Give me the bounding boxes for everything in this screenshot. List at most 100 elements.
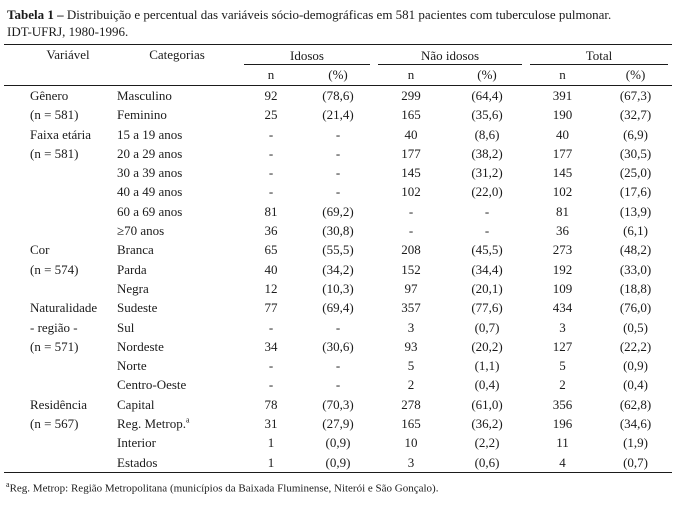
cell-variavel <box>4 182 114 201</box>
cell-total-n: 434 <box>552 300 573 316</box>
cell-nao-idosos-pct: (38,2) <box>471 145 503 161</box>
cell-idosos-n: 40 <box>264 261 278 277</box>
cell-nao-idosos-n: 177 <box>401 145 421 161</box>
cell-total-pct: (48,2) <box>619 242 652 258</box>
cell-idosos-pct: (34,2) <box>322 261 354 277</box>
cell-total-pct: (0,7) <box>623 454 648 470</box>
cell-total-pct: (25,0) <box>619 165 652 181</box>
cell-nao-idosos-pct: (35,6) <box>471 107 503 123</box>
cell-total-pct: (22,2) <box>619 338 652 354</box>
cell-total-n: 5 <box>559 358 566 374</box>
cell-total-pct: (33,0) <box>619 261 652 277</box>
footnote-marker: a <box>6 479 10 489</box>
cell-idosos-n: - <box>268 126 274 142</box>
cell-categoria: Sul <box>114 318 240 337</box>
cell-total-n: 4 <box>559 454 566 470</box>
cell-idosos-pct: - <box>335 165 341 181</box>
cell-variavel: Gênero <box>30 88 69 103</box>
cell-nao-idosos-pct: (64,4) <box>471 88 503 103</box>
cell-categoria-superscript: a <box>185 415 190 425</box>
cell-idosos-pct: (0,9) <box>325 435 351 451</box>
table-caption-number: Tabela 1 – <box>7 7 64 22</box>
cell-idosos-n: - <box>268 145 274 161</box>
cell-nao-idosos-pct: (61,0) <box>471 396 503 412</box>
cell-total-n: 11 <box>556 435 569 451</box>
cell-nao-idosos-pct: - <box>484 203 490 219</box>
table-row: (n = 581) Feminino 25 (21,4) 165 (35,6) … <box>4 105 672 124</box>
cell-variavel <box>4 453 114 473</box>
cell-variavel <box>4 356 114 375</box>
cell-categoria: 20 a 29 anos <box>114 144 240 163</box>
subheader-total-n: n <box>526 65 600 86</box>
cell-nao-idosos-pct: (8,6) <box>474 126 500 142</box>
cell-idosos-pct: (27,9) <box>322 416 354 432</box>
paper-table-page: Tabela 1 – Distribuição e percentual das… <box>0 6 676 505</box>
cell-total-n: 356 <box>552 396 573 412</box>
footnote-text: Reg. Metrop: Região Metropolitana (munic… <box>9 482 439 495</box>
cell-nao-idosos-n: 152 <box>401 261 421 277</box>
cell-categoria-text: ≥70 anos <box>117 223 165 239</box>
col-group-idosos: Idosos <box>240 45 374 65</box>
cell-categoria: 40 a 49 anos <box>114 182 240 201</box>
cell-total-pct: (32,7) <box>619 107 652 123</box>
cell-nao-idosos-n: 208 <box>401 242 421 258</box>
cell-variavel <box>4 279 114 298</box>
cell-categoria: 15 a 19 anos <box>114 125 240 144</box>
cell-idosos-n: 81 <box>264 203 278 219</box>
cell-idosos-n: 34 <box>264 338 278 354</box>
table-header-group-row: Variável Categorias Idosos Não idosos To… <box>4 44 672 86</box>
cell-nao-idosos-pct: (20,2) <box>471 338 503 354</box>
cell-idosos-pct: (10,3) <box>322 280 354 296</box>
cell-idosos-n: - <box>268 184 274 200</box>
cell-total-pct: (13,9) <box>619 203 652 219</box>
cell-variavel <box>4 221 114 240</box>
cell-idosos-pct: - <box>335 358 341 374</box>
cell-nao-idosos-pct: (2,2) <box>474 435 500 451</box>
table-row: ≥70 anos 36 (30,8) - - 36 (6,1) <box>4 221 672 240</box>
subheader-total-pct: (%) <box>599 65 673 86</box>
cell-categoria: Reg. Metrop.a <box>114 414 240 433</box>
cell-nao-idosos-pct: (31,2) <box>471 165 503 181</box>
cell-categoria: Parda <box>114 260 240 279</box>
cell-nao-idosos-n: 299 <box>401 88 421 103</box>
cell-idosos-n: 36 <box>264 223 278 239</box>
cell-nao-idosos-n: 165 <box>401 416 421 432</box>
cell-nao-idosos-pct: (20,1) <box>471 280 503 296</box>
cell-idosos-pct: (30,6) <box>322 338 354 354</box>
cell-variavel: Faixa etária <box>30 126 91 142</box>
cell-categoria: Norte <box>114 356 240 375</box>
cell-categoria: Estados <box>114 453 240 473</box>
cell-idosos-pct: - <box>335 145 341 161</box>
cell-nao-idosos-n: 3 <box>407 454 415 470</box>
table-row: 60 a 69 anos 81 (69,2) - - 81 (13,9) <box>4 202 672 221</box>
cell-variavel: (n = 571) <box>30 338 79 354</box>
cell-nao-idosos-pct: (0,6) <box>474 454 500 470</box>
cell-total-pct: (30,5) <box>619 145 652 161</box>
col-group-nao-idosos: Não idosos <box>374 45 526 65</box>
cell-idosos-n: 65 <box>264 242 278 258</box>
cell-categoria-text: Norte <box>117 358 147 374</box>
cell-nao-idosos-pct: (1,1) <box>474 358 500 374</box>
cell-variavel: Residência <box>30 396 88 412</box>
cell-total-pct: (6,9) <box>623 126 648 142</box>
table-row: Cor Branca 65 (55,5) 208 (45,5) 273 (48,… <box>4 240 672 259</box>
cell-total-n: 36 <box>556 223 570 239</box>
cell-idosos-n: 92 <box>264 88 278 103</box>
cell-idosos-pct: (78,6) <box>322 88 354 103</box>
cell-categoria: Interior <box>114 433 240 452</box>
table-row: Residência Capital 78 (70,3) 278 (61,0) … <box>4 395 672 414</box>
cell-categoria-text: 30 a 39 anos <box>117 165 183 181</box>
cell-variavel: (n = 581) <box>30 145 79 161</box>
col-group-idosos-label: Idosos <box>244 45 371 65</box>
cell-idosos-pct: - <box>335 377 341 393</box>
cell-total-n: 109 <box>552 280 573 296</box>
cell-total-n: 391 <box>552 88 573 103</box>
cell-categoria-text: Masculino <box>117 88 172 103</box>
cell-total-n: 127 <box>552 338 573 354</box>
cell-categoria: 60 a 69 anos <box>114 202 240 221</box>
cell-idosos-n: 77 <box>264 300 278 316</box>
cell-total-pct: (0,5) <box>623 319 648 335</box>
cell-total-n: 177 <box>552 145 573 161</box>
cell-nao-idosos-n: 5 <box>407 358 415 374</box>
cell-categoria: Capital <box>114 395 240 414</box>
